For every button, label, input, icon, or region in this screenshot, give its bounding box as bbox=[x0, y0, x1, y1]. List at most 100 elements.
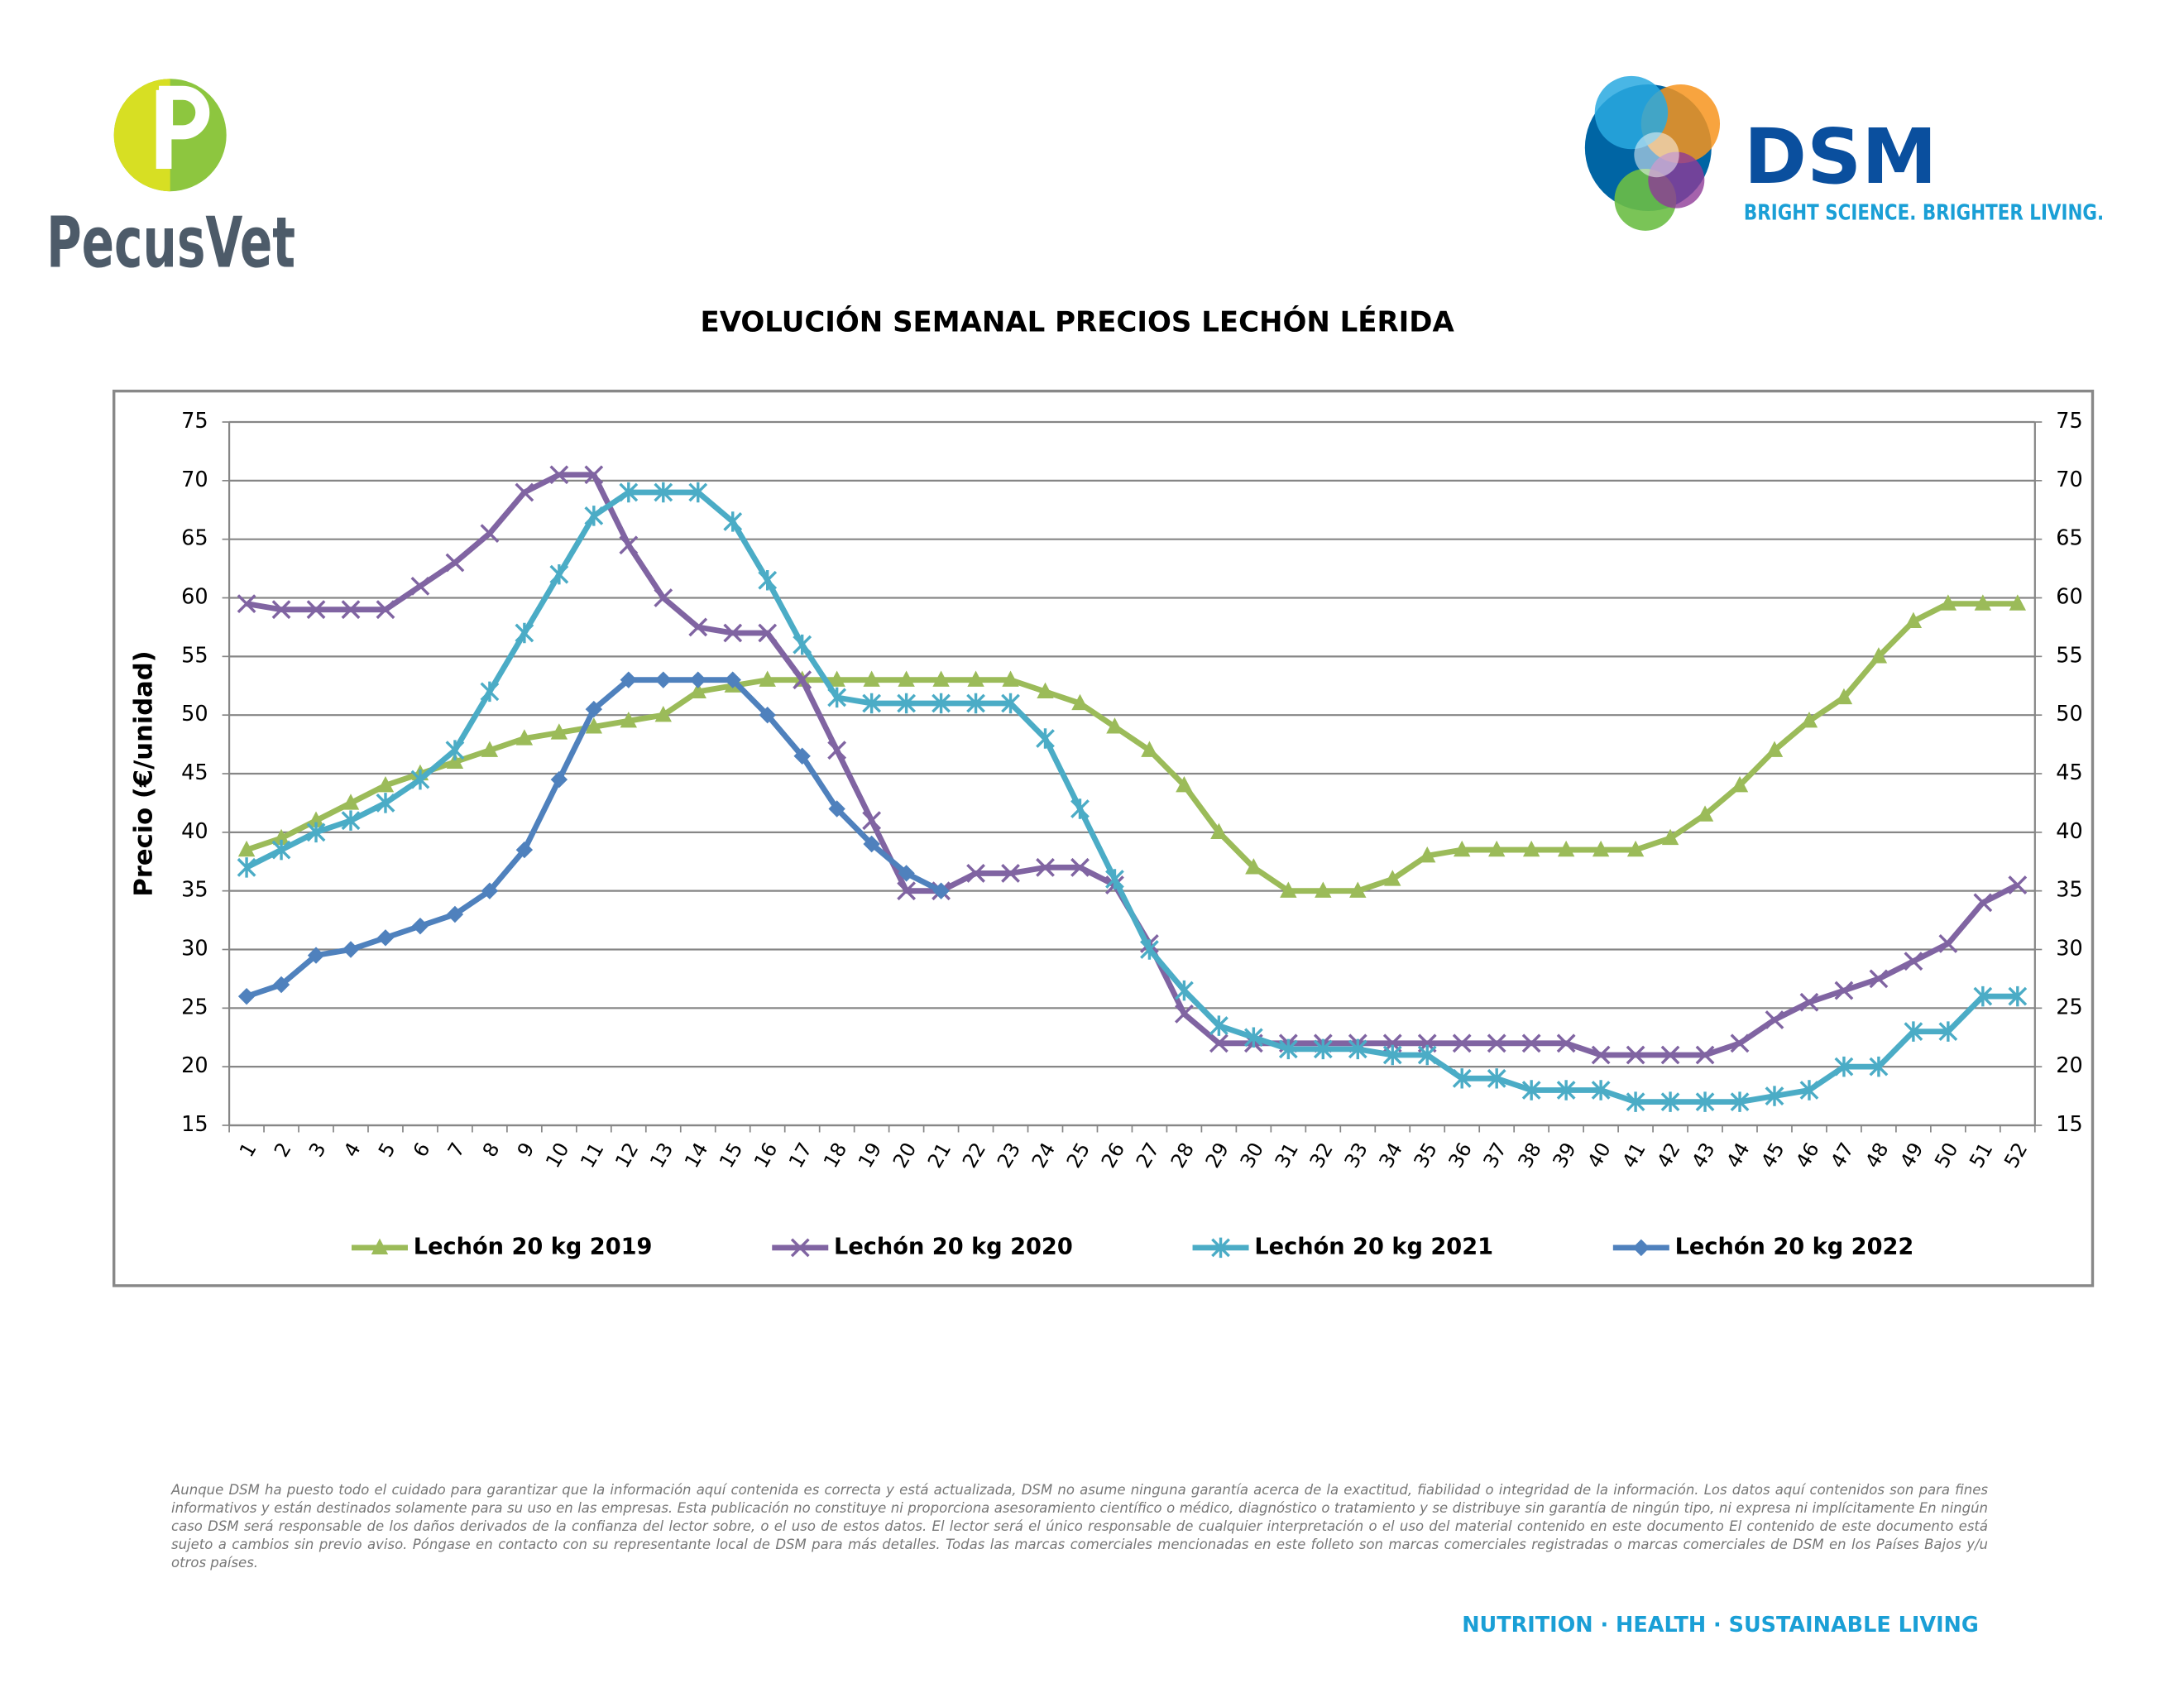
marker bbox=[654, 671, 672, 688]
marker bbox=[827, 741, 847, 760]
marker bbox=[1799, 1080, 1819, 1101]
marker bbox=[584, 465, 604, 485]
marker bbox=[862, 811, 882, 831]
y2-tick-label: 25 bbox=[2056, 995, 2082, 1019]
series-line bbox=[245, 601, 2018, 894]
marker bbox=[1175, 980, 1194, 1001]
marker bbox=[410, 769, 430, 790]
marker bbox=[1521, 1080, 1541, 1101]
marker bbox=[1661, 828, 1679, 846]
x-tick-label: 35 bbox=[1409, 1139, 1441, 1172]
marker bbox=[863, 835, 880, 853]
y-tick-label: 50 bbox=[181, 702, 208, 727]
marker bbox=[1419, 846, 1436, 863]
y2-tick-label: 15 bbox=[2056, 1112, 2082, 1137]
legend-label: Lechón 20 kg 2022 bbox=[1675, 1234, 1914, 1259]
x-tick-label: 16 bbox=[750, 1139, 782, 1172]
tagline: BRIGHT SCIENCE. BRIGHTER LIVING. bbox=[1744, 200, 2104, 225]
marker bbox=[654, 588, 673, 607]
marker bbox=[271, 600, 291, 620]
marker bbox=[411, 917, 429, 935]
marker bbox=[966, 864, 985, 883]
marker bbox=[1002, 670, 1019, 687]
y-tick-label: 40 bbox=[181, 819, 208, 844]
x-tick-label: 3 bbox=[304, 1139, 331, 1161]
x-tick-label: 5 bbox=[374, 1139, 400, 1161]
marker bbox=[932, 693, 951, 714]
x-tick-label: 32 bbox=[1305, 1139, 1338, 1172]
marker bbox=[1730, 1091, 1750, 1112]
marker bbox=[1175, 1005, 1194, 1024]
marker bbox=[1070, 798, 1090, 819]
marker bbox=[1591, 1080, 1611, 1101]
x-tick-label: 41 bbox=[1617, 1139, 1650, 1172]
x-tick-label: 1 bbox=[235, 1139, 261, 1161]
marker bbox=[1001, 864, 1020, 883]
marker bbox=[237, 840, 256, 857]
marker bbox=[1974, 594, 1992, 611]
x-tick-label: 7 bbox=[443, 1139, 470, 1161]
marker bbox=[1765, 1086, 1784, 1106]
marker bbox=[1417, 1044, 1437, 1066]
x-tick-label: 51 bbox=[1965, 1139, 1997, 1172]
x-tick-label: 43 bbox=[1687, 1139, 1719, 1172]
x-tick-label: 31 bbox=[1271, 1139, 1303, 1172]
y-tick-label: 20 bbox=[181, 1053, 208, 1078]
marker bbox=[1973, 893, 1993, 913]
marker bbox=[793, 670, 812, 690]
marker bbox=[723, 623, 743, 643]
marker bbox=[967, 670, 984, 687]
x-tick-label: 42 bbox=[1652, 1139, 1684, 1172]
marker bbox=[515, 729, 534, 746]
x-tick-label: 47 bbox=[1826, 1139, 1858, 1172]
x-tick-label: 12 bbox=[611, 1139, 643, 1172]
marker bbox=[515, 622, 534, 644]
marker bbox=[1660, 1045, 1680, 1065]
marker bbox=[549, 563, 569, 585]
marker bbox=[620, 712, 638, 728]
pecusvet-icon bbox=[113, 79, 227, 192]
marker bbox=[1210, 822, 1228, 839]
marker bbox=[898, 865, 915, 882]
y2-tick-label: 45 bbox=[2056, 760, 2082, 785]
marker bbox=[1626, 840, 1645, 857]
marker bbox=[1452, 1033, 1472, 1053]
x-tick-label: 50 bbox=[1930, 1139, 1962, 1172]
marker bbox=[689, 682, 706, 698]
y2-tick-label: 55 bbox=[2056, 643, 2082, 668]
y-tick-label: 55 bbox=[181, 643, 208, 668]
x-tick-label: 38 bbox=[1513, 1139, 1545, 1172]
y2-tick-label: 40 bbox=[2056, 819, 2082, 844]
marker bbox=[828, 670, 845, 687]
marker bbox=[758, 623, 778, 643]
marker bbox=[1557, 840, 1575, 857]
marker bbox=[1209, 1015, 1228, 1036]
marker bbox=[2009, 594, 2027, 611]
marker bbox=[445, 553, 465, 573]
marker bbox=[237, 857, 256, 878]
marker bbox=[863, 670, 880, 687]
marker bbox=[688, 482, 708, 503]
marker bbox=[1071, 693, 1089, 711]
marker bbox=[1695, 1091, 1715, 1112]
x-tick-label: 29 bbox=[1201, 1139, 1233, 1172]
x-tick-label: 24 bbox=[1027, 1139, 1060, 1172]
x-tick-label: 49 bbox=[1895, 1139, 1928, 1172]
y2-tick-label: 35 bbox=[2056, 878, 2082, 903]
x-tick-label: 18 bbox=[819, 1139, 851, 1172]
marker bbox=[1001, 693, 1020, 714]
y2-tick-label: 70 bbox=[2056, 468, 2082, 492]
marker bbox=[1487, 1068, 1506, 1089]
marker bbox=[1384, 870, 1401, 886]
marker bbox=[445, 740, 465, 760]
marker bbox=[446, 905, 464, 923]
marker bbox=[550, 723, 568, 740]
x-tick-label: 19 bbox=[854, 1139, 886, 1172]
marker bbox=[1904, 1021, 1923, 1042]
y-tick-label: 15 bbox=[181, 1112, 208, 1137]
marker bbox=[898, 670, 915, 687]
marker bbox=[1176, 775, 1193, 793]
marker bbox=[584, 506, 604, 526]
x-tick-label: 39 bbox=[1548, 1139, 1580, 1172]
